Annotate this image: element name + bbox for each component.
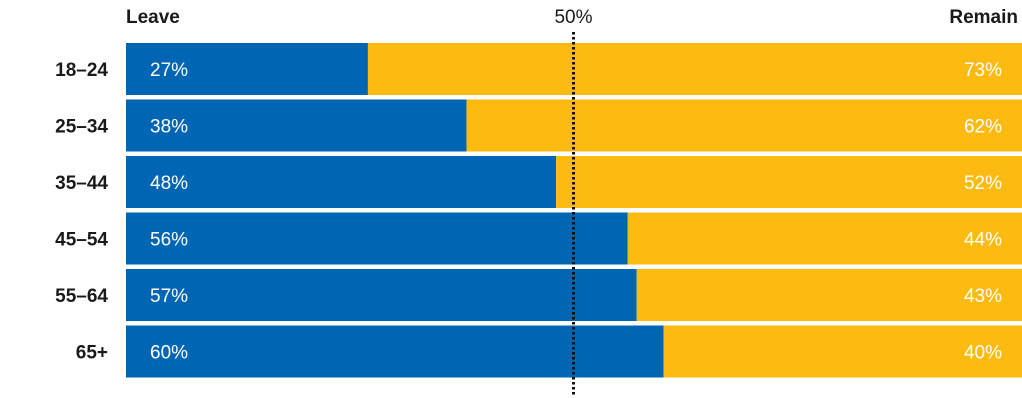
bars-layer <box>126 43 1022 378</box>
leave-header: Leave <box>126 7 180 28</box>
value-label-leave-0: 27% <box>150 60 188 81</box>
value-label-leave-1: 38% <box>150 117 188 138</box>
bar-leave-0 <box>126 43 368 95</box>
bar-leave-1 <box>126 99 467 152</box>
category-label-3: 45–54 <box>55 230 108 251</box>
bar-remain-1 <box>466 99 1022 152</box>
value-label-remain-1: 62% <box>964 117 1002 138</box>
bar-remain-2 <box>556 156 1022 208</box>
category-label-1: 25–34 <box>55 117 108 138</box>
category-label-0: 18–24 <box>55 60 108 81</box>
remain-header: Remain <box>949 7 1018 28</box>
value-label-remain-5: 40% <box>964 343 1002 364</box>
category-label-4: 55–64 <box>55 286 108 307</box>
bar-remain-0 <box>367 43 1022 95</box>
value-label-leave-4: 57% <box>150 286 188 307</box>
bar-leave-2 <box>126 156 557 208</box>
value-label-remain-3: 44% <box>964 230 1002 251</box>
bar-leave-3 <box>126 212 628 265</box>
value-label-remain-2: 52% <box>964 173 1002 194</box>
value-label-remain-4: 43% <box>964 286 1002 307</box>
value-label-leave-5: 60% <box>150 343 188 364</box>
value-label-leave-2: 48% <box>150 173 188 194</box>
bar-leave-4 <box>126 269 637 321</box>
fifty-percent-header: 50% <box>554 7 592 28</box>
bar-remain-4 <box>636 269 1022 321</box>
category-label-5: 65+ <box>76 343 108 364</box>
value-label-remain-0: 73% <box>964 60 1002 81</box>
bar-remain-3 <box>627 212 1022 265</box>
value-label-leave-3: 56% <box>150 230 188 251</box>
labels-layer: 18–24 27% 73% 25–34 38% 62% 35–44 48% 52% 45–54 56… <box>55 60 1002 364</box>
bar-remain-5 <box>663 325 1022 378</box>
bar-leave-5 <box>126 325 664 378</box>
category-label-2: 35–44 <box>55 173 108 194</box>
